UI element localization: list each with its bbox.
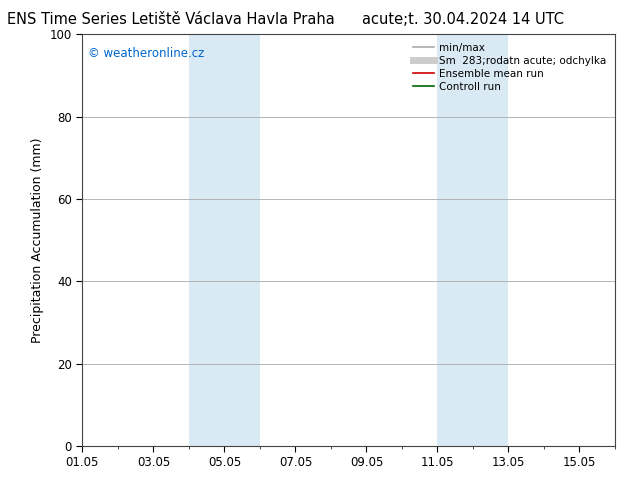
Bar: [189, 34, 260, 446]
Bar: [437, 34, 508, 446]
Text: acute;t. 30.04.2024 14 UTC: acute;t. 30.04.2024 14 UTC: [362, 12, 564, 27]
Text: © weatheronline.cz: © weatheronline.cz: [87, 47, 204, 60]
Text: ENS Time Series Letiště Václava Havla Praha: ENS Time Series Letiště Václava Havla Pr…: [8, 12, 335, 27]
Legend: min/max, Sm  283;rodatn acute; odchylka, Ensemble mean run, Controll run: min/max, Sm 283;rodatn acute; odchylka, …: [409, 39, 611, 96]
Y-axis label: Precipitation Accumulation (mm): Precipitation Accumulation (mm): [31, 137, 44, 343]
